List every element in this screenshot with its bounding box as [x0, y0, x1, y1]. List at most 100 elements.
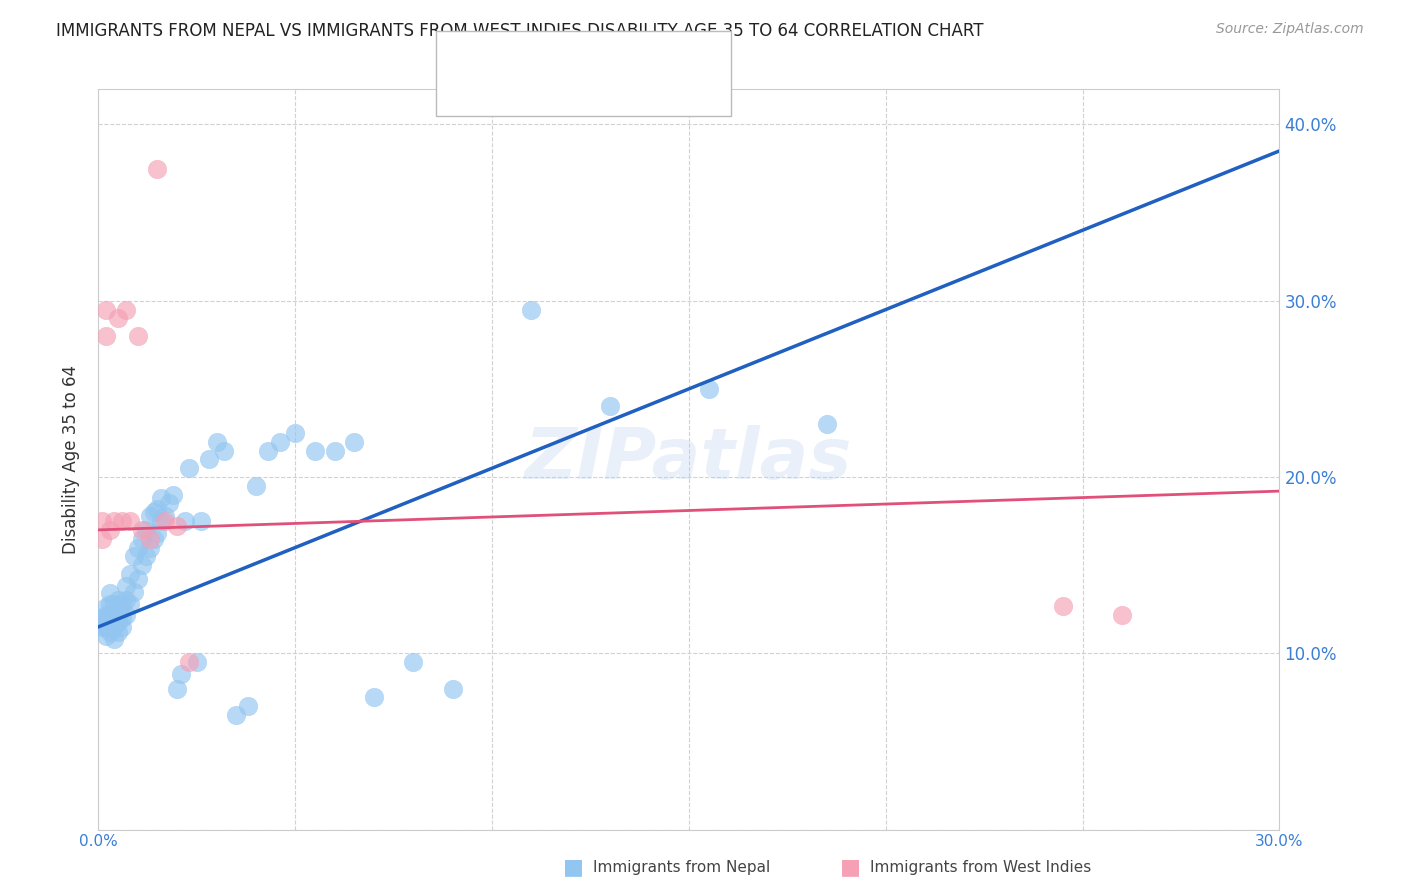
Point — [146, 501, 169, 516]
Point — [162, 488, 184, 502]
Text: ■: ■ — [457, 85, 478, 105]
Point — [138, 532, 160, 546]
Point — [815, 417, 838, 431]
Point — [225, 708, 247, 723]
Point — [166, 519, 188, 533]
Point — [103, 514, 125, 528]
Point — [115, 593, 138, 607]
Point — [96, 615, 118, 629]
Point — [142, 505, 165, 519]
Point — [127, 329, 149, 343]
Point — [96, 329, 118, 343]
Point — [441, 681, 464, 696]
Point — [190, 514, 212, 528]
Point — [98, 615, 121, 629]
Point — [304, 443, 326, 458]
Point — [96, 302, 118, 317]
Point — [118, 566, 141, 581]
Y-axis label: Disability Age 35 to 64: Disability Age 35 to 64 — [62, 365, 80, 554]
Point — [205, 434, 228, 449]
Text: Immigrants from Nepal: Immigrants from Nepal — [593, 860, 770, 874]
Point — [91, 620, 114, 634]
Point — [103, 611, 125, 625]
Point — [150, 491, 173, 505]
Point — [98, 597, 121, 611]
Text: ■: ■ — [564, 857, 583, 877]
Point — [103, 597, 125, 611]
Point — [98, 586, 121, 600]
Point — [520, 302, 543, 317]
Point — [135, 549, 157, 564]
Point — [402, 655, 425, 669]
Point — [103, 632, 125, 647]
Point — [697, 382, 720, 396]
Text: R =: R = — [488, 49, 523, 64]
Point — [138, 541, 160, 555]
Point — [111, 597, 134, 611]
Point — [122, 584, 145, 599]
Point — [96, 629, 118, 643]
Text: IMMIGRANTS FROM NEPAL VS IMMIGRANTS FROM WEST INDIES DISABILITY AGE 35 TO 64 COR: IMMIGRANTS FROM NEPAL VS IMMIGRANTS FROM… — [56, 22, 984, 40]
Point — [131, 523, 153, 537]
Point — [107, 625, 129, 640]
Point — [111, 611, 134, 625]
Point — [343, 434, 366, 449]
Point — [107, 607, 129, 622]
Text: ZIPatlas: ZIPatlas — [526, 425, 852, 494]
Point — [214, 443, 236, 458]
Point — [91, 514, 114, 528]
Point — [127, 572, 149, 586]
Point — [118, 597, 141, 611]
Point — [131, 558, 153, 573]
Point — [197, 452, 219, 467]
Point — [115, 302, 138, 317]
Point — [127, 541, 149, 555]
Point — [363, 690, 385, 705]
Text: N =: N = — [578, 49, 614, 64]
Point — [142, 532, 165, 546]
Text: 0.361: 0.361 — [524, 48, 579, 66]
Point — [174, 514, 197, 528]
Point — [107, 593, 129, 607]
Point — [135, 523, 157, 537]
Point — [146, 161, 169, 176]
Point — [138, 508, 160, 523]
Point — [91, 532, 114, 546]
Text: 0.085: 0.085 — [524, 86, 579, 103]
Point — [96, 620, 118, 634]
Point — [256, 443, 278, 458]
Text: ■: ■ — [457, 47, 478, 67]
Point — [155, 508, 177, 523]
Text: Immigrants from West Indies: Immigrants from West Indies — [870, 860, 1091, 874]
Point — [1052, 599, 1074, 613]
Text: ■: ■ — [841, 857, 860, 877]
Point — [1111, 607, 1133, 622]
Point — [103, 620, 125, 634]
Point — [91, 611, 114, 625]
Point — [236, 699, 259, 714]
Point — [146, 526, 169, 541]
Text: N =: N = — [578, 87, 614, 103]
Point — [122, 549, 145, 564]
Point — [599, 400, 621, 414]
Point — [111, 620, 134, 634]
Point — [115, 579, 138, 593]
Text: Source: ZipAtlas.com: Source: ZipAtlas.com — [1216, 22, 1364, 37]
Point — [177, 461, 200, 475]
Point — [107, 615, 129, 629]
Point — [323, 443, 346, 458]
Text: 19: 19 — [612, 86, 636, 103]
Point — [245, 479, 267, 493]
Point — [157, 496, 180, 510]
Point — [96, 607, 118, 622]
Point — [115, 607, 138, 622]
Point — [98, 523, 121, 537]
Point — [284, 425, 307, 440]
Point — [118, 514, 141, 528]
Point — [131, 532, 153, 546]
Point — [107, 311, 129, 326]
Point — [177, 655, 200, 669]
Point — [111, 514, 134, 528]
Point — [186, 655, 208, 669]
Point — [98, 607, 121, 622]
